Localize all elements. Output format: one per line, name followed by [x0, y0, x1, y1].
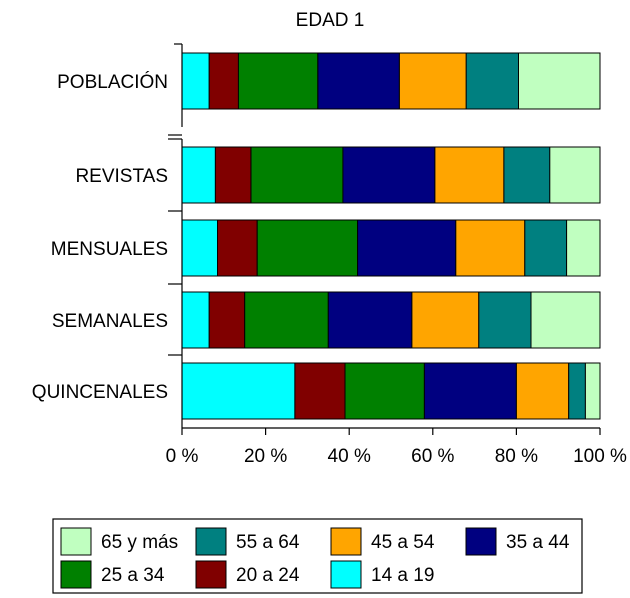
bar-segment [568, 362, 586, 420]
x-tick-label: 60 % [411, 446, 454, 467]
bar-segment [181, 291, 210, 349]
bar-segment [256, 219, 359, 277]
bar-segment [181, 146, 216, 204]
bar-segment [518, 52, 601, 110]
legend-swatch [465, 527, 497, 556]
bar-segment [217, 219, 258, 277]
chart-title: EDAD 1 [296, 10, 365, 31]
bar-segment [423, 362, 517, 420]
bar-segment [250, 146, 344, 204]
bar-segment [584, 362, 601, 420]
legend-label: 65 y más [101, 532, 178, 553]
legend-label: 35 a 44 [506, 532, 570, 553]
category-labels: POBLACIÓN REVISTAS MENSUALES SEMANALES QUINC… [32, 71, 168, 403]
x-tick-label: 100 % [573, 446, 627, 467]
bar-segment [214, 146, 252, 204]
x-tick-label: 0 % [166, 446, 199, 467]
bar-segment [478, 291, 532, 349]
bar-segment [411, 291, 480, 349]
legend: 65 y más 55 a 64 45 a 54 35 a 44 25 a 34 20 a… [52, 518, 583, 594]
legend-swatch [195, 560, 227, 589]
bar-segment [342, 146, 436, 204]
legend-swatch [330, 527, 362, 556]
category-label: MENSUALES [51, 239, 168, 260]
legend-swatch [60, 560, 92, 589]
legend-label: 20 a 24 [236, 565, 300, 586]
bar-segment [208, 52, 239, 110]
bar-segment [181, 219, 218, 277]
bar-segment [327, 291, 413, 349]
x-tick-label: 40 % [328, 446, 371, 467]
bar-segment [549, 146, 601, 204]
legend-label: 55 a 64 [236, 532, 300, 553]
bar-segment [357, 219, 457, 277]
legend-label: 25 a 34 [101, 565, 165, 586]
category-label: QUINCENALES [32, 382, 168, 403]
bar-segment [244, 291, 329, 349]
bar-segment [503, 146, 551, 204]
category-label: POBLACIÓN [57, 71, 168, 93]
x-axis: 0 % 20 % 40 % 60 % 80 % 100 % [166, 43, 627, 467]
bar-segment [208, 291, 246, 349]
legend-label: 45 a 54 [371, 532, 435, 553]
bar-segment [530, 291, 601, 349]
legend-label: 14 a 19 [371, 565, 434, 586]
x-tick-label: 20 % [244, 446, 287, 467]
legend-swatch [330, 560, 362, 589]
bar-segment [524, 219, 568, 277]
bar-segment [515, 362, 570, 420]
bar-segment [455, 219, 526, 277]
bar-segment [465, 52, 520, 110]
bar-segment [181, 362, 296, 420]
bar-segment [181, 52, 210, 110]
bars-group [181, 52, 601, 420]
bar-segment [398, 52, 467, 110]
bar-segment [317, 52, 400, 110]
category-label: SEMANALES [52, 311, 168, 332]
bar-segment [344, 362, 425, 420]
bar-segment [294, 362, 346, 420]
x-tick-label: 80 % [495, 446, 538, 467]
bar-segment [434, 146, 505, 204]
legend-swatch [195, 527, 227, 556]
legend-swatch [60, 527, 92, 556]
bar-segment [237, 52, 319, 110]
category-label: REVISTAS [75, 166, 168, 187]
bar-segment [566, 219, 601, 277]
